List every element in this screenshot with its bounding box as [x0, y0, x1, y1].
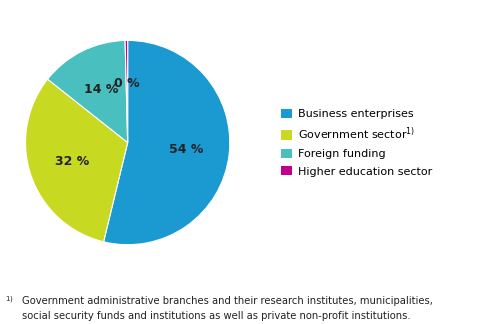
Text: 32 %: 32 % — [55, 155, 89, 168]
Text: 0 %: 0 % — [114, 77, 140, 90]
Wedge shape — [125, 40, 128, 143]
Wedge shape — [26, 79, 128, 242]
Text: Government administrative branches and their research institutes, municipalities: Government administrative branches and t… — [22, 296, 433, 307]
Wedge shape — [48, 40, 128, 143]
Text: $^{1)}$: $^{1)}$ — [5, 296, 14, 307]
Wedge shape — [104, 40, 230, 245]
Legend: Business enterprises, Government sector$^{1)}$, Foreign funding, Higher educatio: Business enterprises, Government sector$… — [281, 109, 432, 177]
Text: social security funds and institutions as well as private non-profit institution: social security funds and institutions a… — [22, 311, 410, 321]
Text: 54 %: 54 % — [169, 143, 204, 156]
Text: 14 %: 14 % — [84, 83, 118, 96]
